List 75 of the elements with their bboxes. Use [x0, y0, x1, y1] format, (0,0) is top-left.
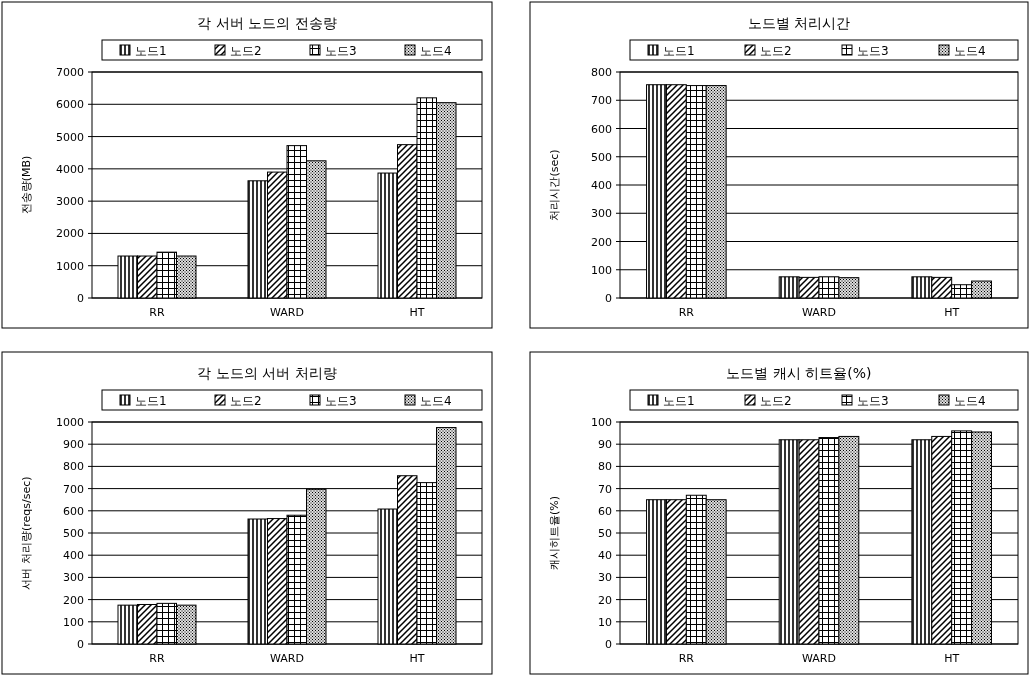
- y-tick-label: 0: [605, 292, 612, 305]
- y-tick-label: 20: [598, 593, 612, 607]
- y-tick-label: 900: [63, 438, 84, 452]
- y-tick-label: 400: [63, 549, 84, 563]
- legend-label: 노드2: [230, 44, 262, 58]
- legend-label: 노드1: [663, 44, 695, 58]
- legend-label: 노드3: [857, 394, 889, 408]
- legend-label: 노드2: [230, 394, 262, 408]
- legend-label: 노드4: [954, 44, 986, 58]
- legend-label: 노드3: [325, 394, 357, 408]
- y-tick-label: 200: [591, 235, 612, 249]
- y-tick-label: 3000: [56, 195, 84, 209]
- y-tick-label: 30: [598, 571, 612, 585]
- x-tick-label: HT: [409, 306, 425, 319]
- y-tick-label: 100: [591, 263, 612, 277]
- y-tick-label: 1000: [56, 259, 84, 273]
- legend-label: 노드4: [954, 394, 986, 408]
- x-tick-label: RR: [678, 306, 695, 319]
- x-tick-label: WARD: [802, 306, 836, 319]
- y-tick-label: 4000: [56, 162, 84, 176]
- x-tick-label: WARD: [270, 306, 304, 319]
- x-tick-label: HT: [409, 652, 425, 665]
- y-tick-label: 70: [598, 482, 612, 496]
- y-tick-label: 0: [77, 638, 84, 651]
- y-tick-label: 7000: [56, 66, 84, 79]
- y-tick-label: 300: [591, 207, 612, 221]
- x-tick-label: RR: [149, 306, 165, 319]
- chart-title: 각 노드의 서버 처리량: [197, 365, 337, 381]
- y-tick-label: 100: [591, 416, 612, 429]
- x-tick-label: HT: [944, 306, 960, 319]
- legend-label: 노드1: [135, 44, 167, 58]
- chart-title: 각 서버 노드의 전송량: [197, 15, 337, 31]
- y-tick-label: 40: [598, 549, 612, 563]
- legend-label: 노드1: [663, 394, 695, 408]
- y-tick-label: 500: [591, 150, 612, 164]
- y-axis-title: 캐시히트율(%): [548, 495, 561, 571]
- y-tick-label: 500: [63, 527, 84, 540]
- x-tick-label: WARD: [802, 652, 836, 665]
- legend-label: 노드4: [420, 44, 452, 58]
- x-tick-label: RR: [678, 652, 695, 665]
- y-tick-label: 600: [63, 504, 84, 518]
- y-tick-label: 6000: [56, 98, 84, 112]
- y-tick-label: 50: [598, 527, 612, 540]
- x-tick-label: WARD: [270, 652, 304, 665]
- y-axis-title: 서버 처리량(reqs/sec): [20, 476, 33, 590]
- legend-label: 노드2: [760, 394, 792, 408]
- legend-label: 노드3: [857, 44, 889, 58]
- y-tick-label: 300: [63, 571, 84, 585]
- y-tick-label: 200: [63, 593, 84, 607]
- y-tick-label: 90: [598, 438, 612, 452]
- y-axis-title: 전송량(MB): [20, 155, 33, 215]
- y-axis-title: 처리시간(sec): [548, 149, 561, 221]
- y-tick-label: 2000: [56, 227, 84, 241]
- legend-label: 노드3: [325, 44, 357, 58]
- y-tick-label: 1000: [56, 416, 84, 429]
- y-tick-label: 100: [63, 615, 84, 629]
- y-tick-label: 600: [591, 122, 612, 136]
- y-tick-label: 0: [605, 638, 612, 651]
- legend-label: 노드4: [420, 394, 452, 408]
- y-tick-label: 10: [598, 615, 612, 629]
- x-tick-label: HT: [944, 652, 960, 665]
- y-tick-label: 700: [591, 94, 612, 108]
- y-tick-label: 0: [77, 292, 84, 305]
- chart-title: 노드별 캐시 히트율(%): [726, 365, 872, 381]
- y-tick-label: 800: [63, 460, 84, 474]
- x-tick-label: RR: [149, 652, 165, 665]
- y-tick-label: 60: [598, 504, 612, 518]
- y-tick-label: 800: [591, 66, 612, 79]
- legend-label: 노드2: [760, 44, 792, 58]
- y-tick-label: 400: [591, 179, 612, 192]
- y-tick-label: 80: [598, 460, 612, 474]
- legend-label: 노드1: [135, 394, 167, 408]
- chart-title: 노드별 처리시간: [747, 15, 851, 31]
- y-tick-label: 5000: [56, 130, 84, 144]
- y-tick-label: 700: [63, 482, 84, 496]
